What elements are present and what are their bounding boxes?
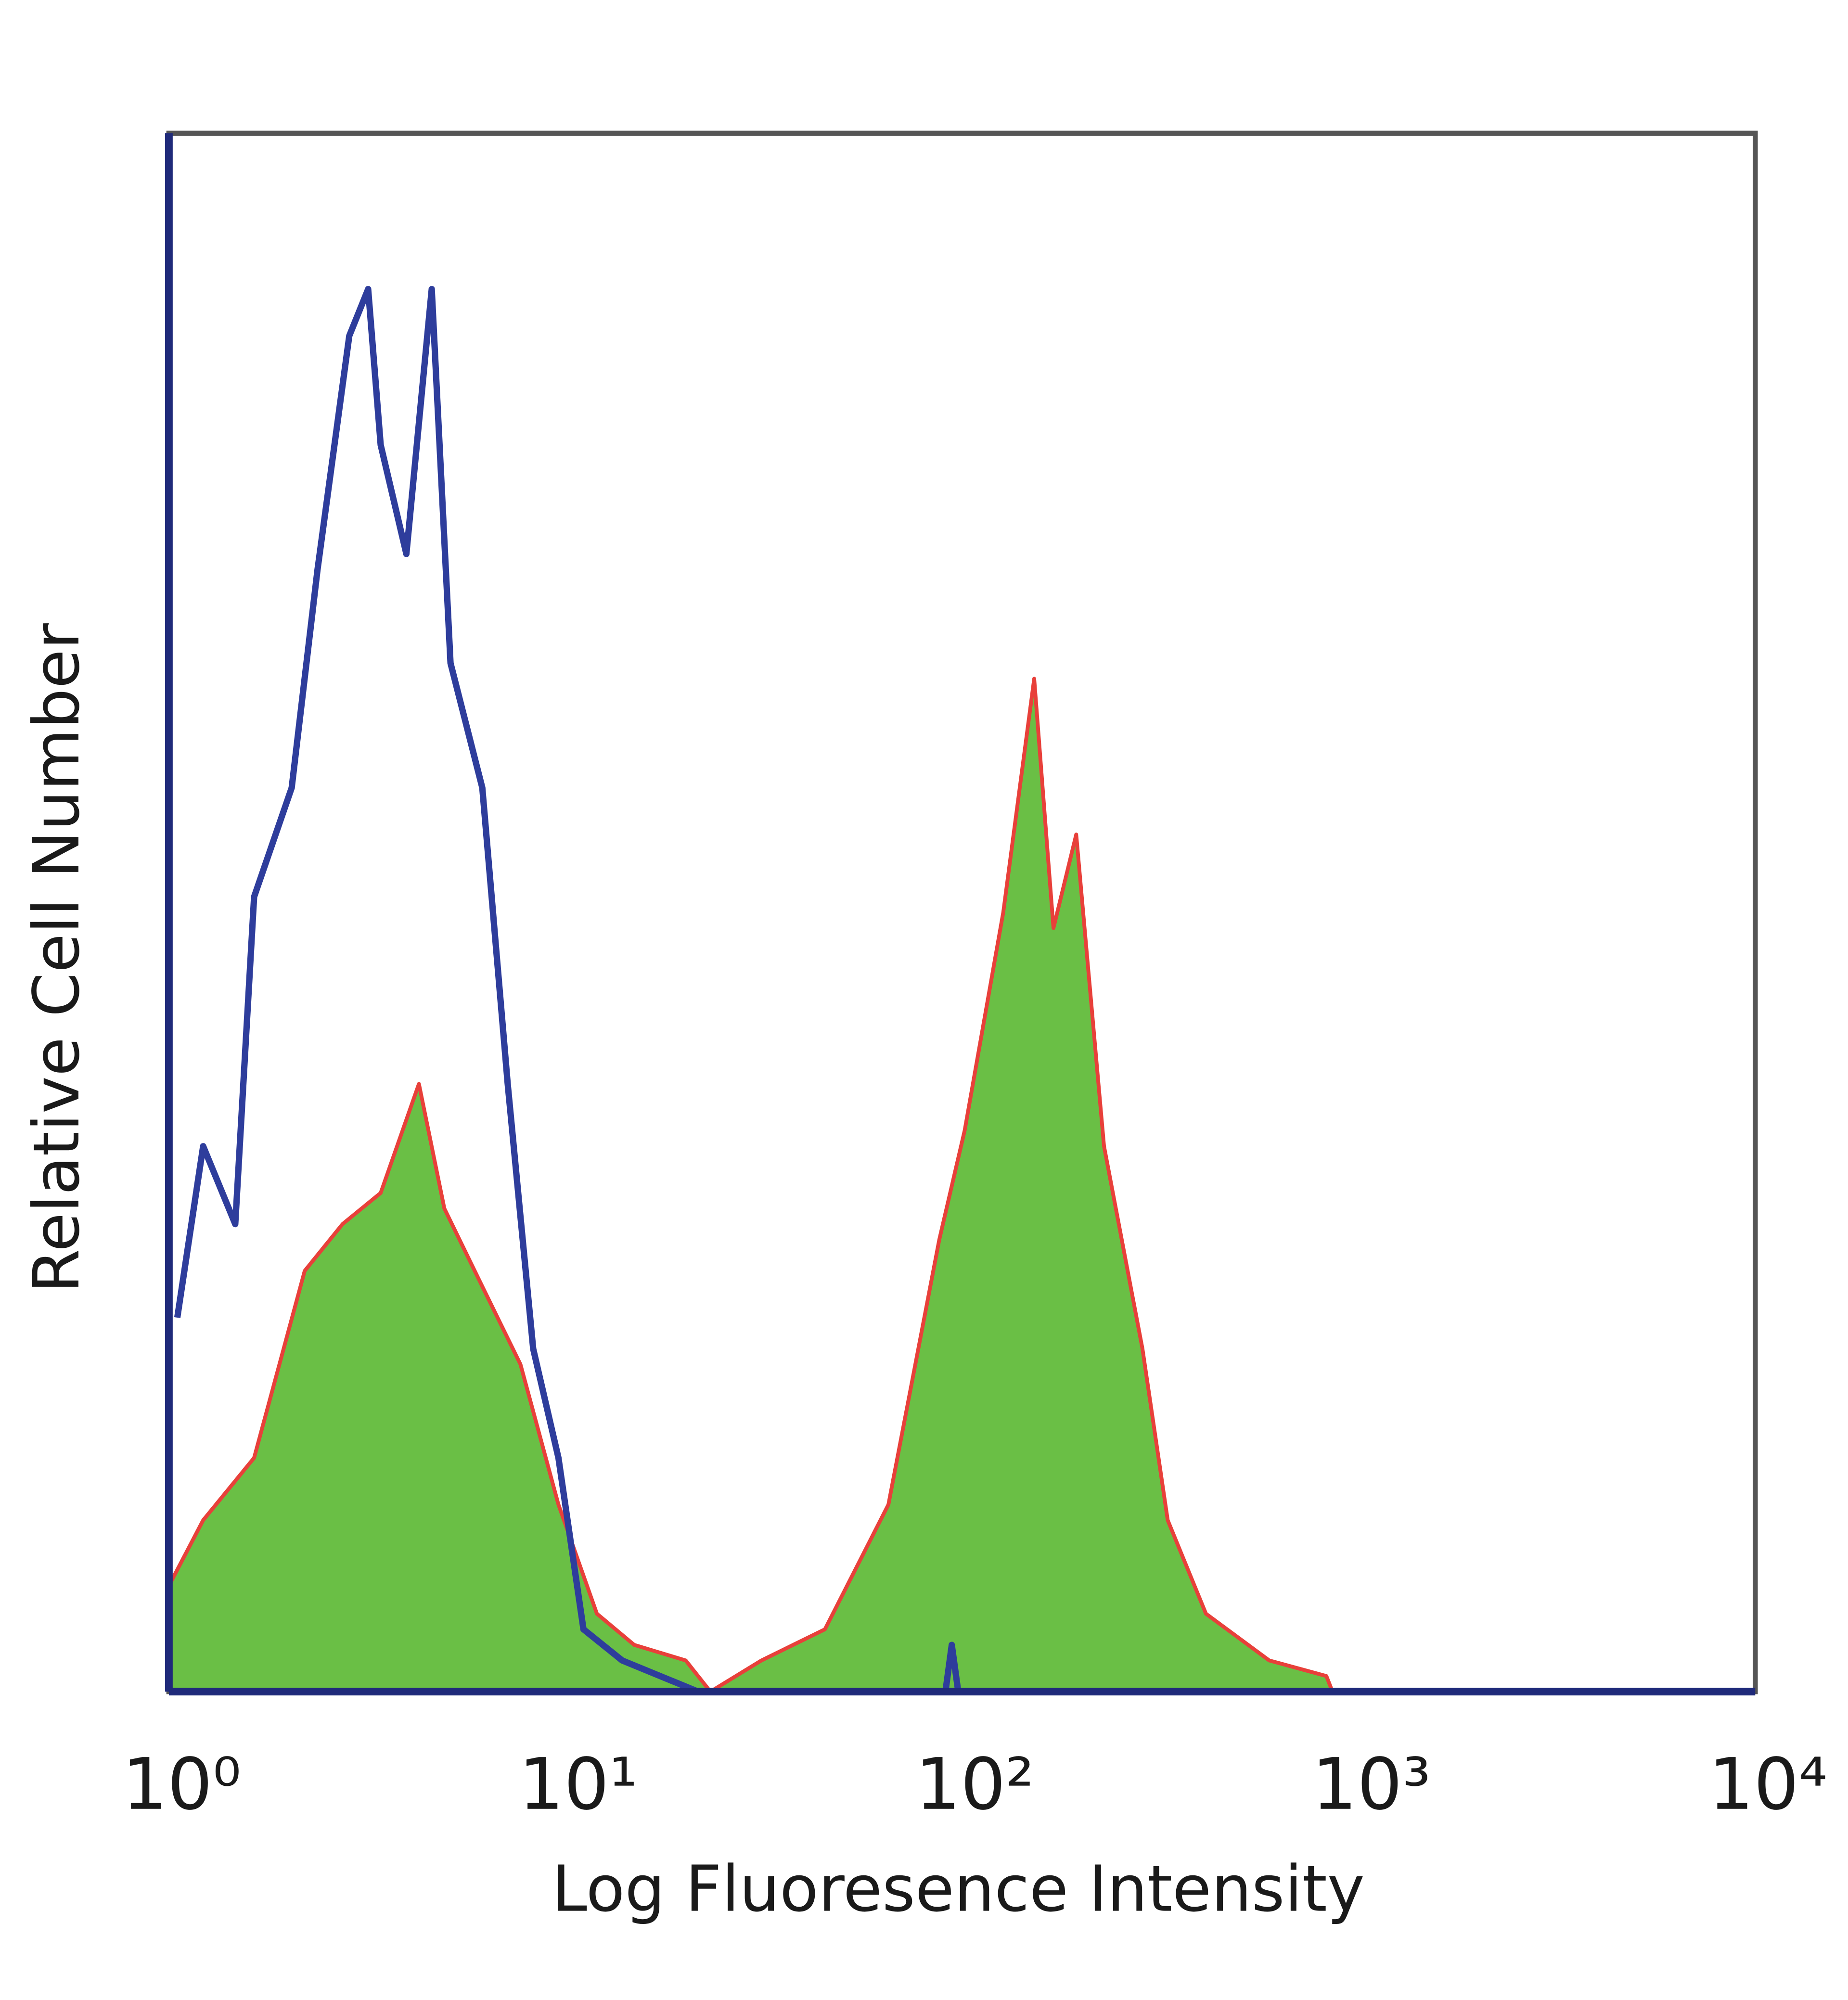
y-axis-label: Relative Cell Number — [20, 623, 94, 1293]
x-tick-label: 10⁰ — [122, 1743, 241, 1826]
x-tick-label: 10⁴ — [1708, 1743, 1827, 1826]
x-axis-label: Log Fluoresence Intensity — [552, 1853, 1365, 1926]
x-tick-label: 10¹ — [519, 1743, 638, 1826]
x-tick-label: 10³ — [1312, 1743, 1431, 1826]
histogram-area — [168, 677, 1335, 1694]
x-tick-label: 10² — [915, 1743, 1034, 1826]
